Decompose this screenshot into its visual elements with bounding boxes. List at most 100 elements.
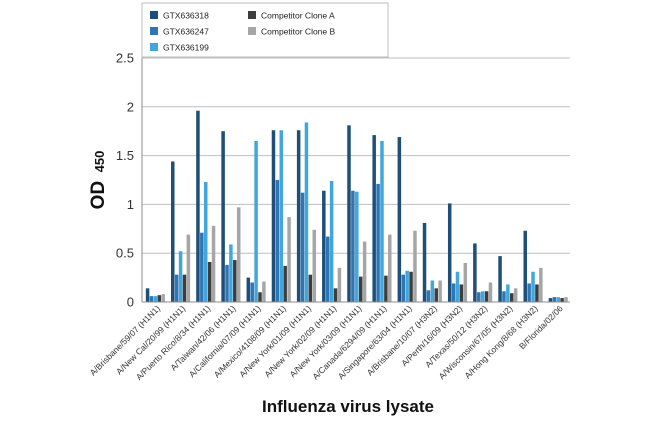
bar [196, 110, 200, 302]
legend-label: GTX636318 [163, 11, 209, 21]
bar [535, 284, 539, 302]
bar [372, 135, 376, 302]
bar [171, 161, 175, 302]
bar [548, 298, 553, 302]
legend-swatch [150, 43, 158, 51]
bar [337, 267, 342, 302]
bar [279, 130, 284, 302]
bar [351, 190, 355, 302]
legend-swatch [248, 27, 256, 35]
bar [510, 293, 514, 302]
bar [312, 229, 316, 302]
bar [564, 297, 568, 302]
bar [506, 284, 510, 302]
bar [246, 277, 251, 302]
bar [388, 234, 392, 302]
bar [430, 280, 435, 302]
bar [329, 180, 334, 302]
y-tick-label: 1 [127, 197, 134, 212]
bar [488, 282, 493, 302]
y-axis-title-sub: 450 [92, 151, 107, 173]
bar [174, 274, 179, 302]
bar [438, 280, 442, 302]
bar [426, 290, 431, 302]
bar [304, 122, 309, 302]
bar [498, 256, 502, 302]
bar [531, 271, 535, 302]
bar [384, 275, 388, 302]
bar [300, 192, 305, 302]
bar [254, 140, 258, 302]
bar [480, 291, 485, 302]
y-axis-title: OD 450 [88, 151, 109, 210]
bar [513, 288, 518, 302]
bar [186, 234, 191, 302]
legend-label: Competitor Clone B [261, 27, 336, 37]
bar [161, 294, 165, 302]
y-tick-label: 0 [127, 295, 134, 310]
bar [362, 241, 367, 302]
bar [409, 271, 413, 302]
bar [275, 180, 280, 302]
bar [283, 265, 287, 302]
bar [477, 292, 481, 302]
legend-swatch [248, 11, 256, 19]
y-tick-label: 1.5 [116, 148, 134, 163]
bar [149, 296, 154, 302]
bar [203, 181, 208, 302]
bar [271, 130, 276, 302]
bar [296, 130, 301, 302]
bar [347, 125, 351, 303]
bar [229, 244, 233, 302]
legend-swatch [150, 27, 158, 35]
bar [200, 232, 204, 302]
bar [455, 271, 460, 302]
y-tick-label: 2 [127, 99, 134, 114]
bar [484, 291, 489, 302]
bar [401, 274, 406, 302]
bar [380, 140, 384, 302]
bar [262, 281, 266, 302]
y-tick-label: 0.5 [116, 246, 134, 261]
bar [459, 284, 464, 302]
legend-label: GTX636199 [163, 43, 209, 53]
bar [422, 222, 427, 302]
x-axis-title: Influenza virus lysate [262, 397, 434, 416]
bar [233, 260, 237, 302]
legend-box [141, 2, 389, 58]
legend-label: GTX636247 [163, 27, 209, 37]
bar [157, 295, 162, 302]
bar [308, 274, 313, 302]
bar [447, 203, 452, 302]
bars [145, 110, 568, 303]
bar [523, 230, 527, 302]
bar [539, 267, 543, 302]
bar [358, 276, 363, 302]
bar [322, 190, 326, 302]
bar [211, 225, 216, 302]
legend: GTX636318 GTX636247 GTX636199 Competitor Cl… [141, 2, 389, 58]
bar [413, 230, 417, 302]
bar [451, 283, 456, 302]
bar [333, 288, 338, 302]
legend-swatch [150, 11, 158, 19]
bar [182, 274, 187, 302]
y-axis-ticks: 0 0.5 1 1.5 2 2.5 [116, 51, 134, 310]
bar [287, 217, 291, 302]
bar [473, 243, 477, 302]
bar [405, 270, 409, 302]
bar [397, 137, 402, 302]
bar [207, 261, 212, 302]
bar [225, 264, 229, 302]
bar [221, 131, 225, 302]
bar [552, 297, 557, 302]
bar [236, 207, 241, 302]
legend-label: Competitor Clone A [261, 11, 335, 21]
bar [178, 251, 183, 302]
bar [250, 282, 254, 302]
bar [153, 296, 158, 302]
y-axis-title-main: OD [88, 181, 109, 210]
bar [258, 292, 262, 302]
bar [434, 288, 438, 302]
